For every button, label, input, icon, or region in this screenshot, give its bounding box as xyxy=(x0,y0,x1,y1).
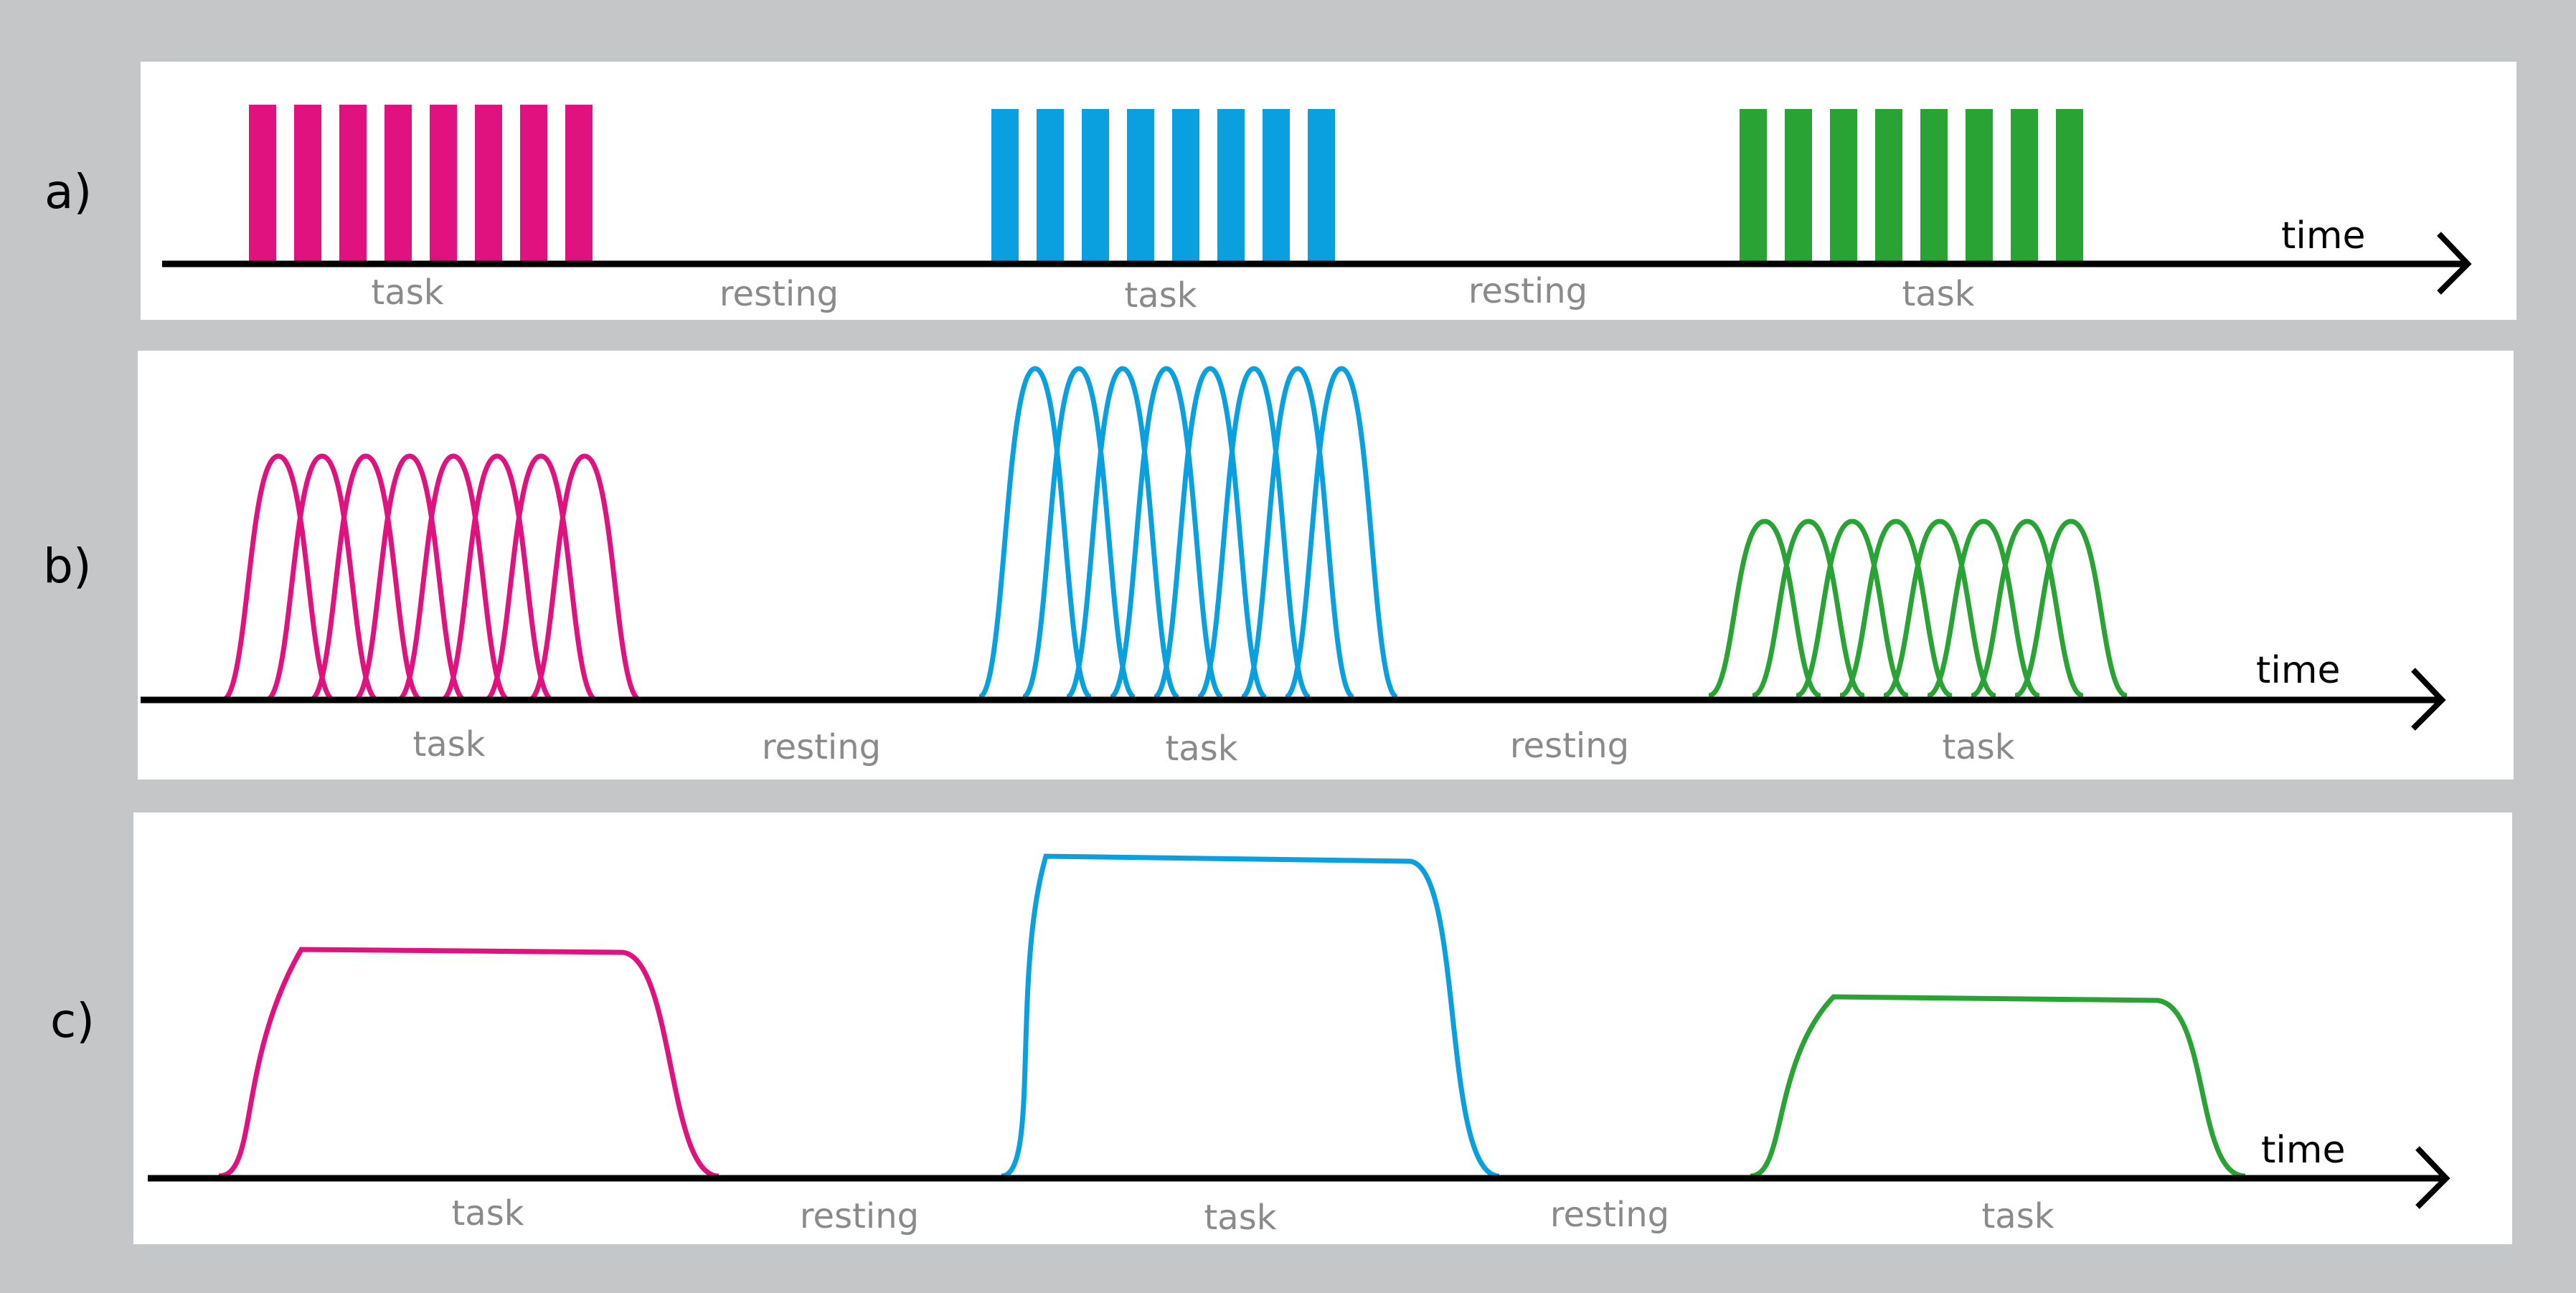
response-curve xyxy=(527,453,642,703)
summed-response-curve-2 xyxy=(1001,853,1500,1179)
stimulus-block-2 xyxy=(991,109,1335,264)
panel-b-phase-labels: task resting task resting task xyxy=(412,724,2014,769)
response-curve xyxy=(1022,366,1136,700)
stimulus-bar xyxy=(1082,109,1109,264)
stimulus-bar xyxy=(991,109,1019,264)
response-curve xyxy=(2014,518,2128,698)
stimulus-block-3 xyxy=(1740,109,2083,264)
response-curve xyxy=(1707,518,1822,698)
phase-label-resting-1: resting xyxy=(762,727,881,767)
stimulus-bar xyxy=(1740,109,1767,264)
stimulus-bar xyxy=(1172,109,1199,264)
phase-label-resting-2: resting xyxy=(1550,1195,1669,1235)
phase-label-task-2: task xyxy=(1165,729,1237,769)
panel-c: c) time task resting task resting task xyxy=(50,813,2512,1244)
stimulus-bar xyxy=(1127,109,1154,264)
stimulus-bar xyxy=(1263,109,1290,264)
stimulus-bar xyxy=(1037,109,1064,264)
phase-label-resting-2: resting xyxy=(1468,271,1587,311)
phase-label-task-2: task xyxy=(1204,1198,1276,1238)
panel-b-response-curves xyxy=(221,366,2128,703)
stimulus-bar xyxy=(2056,109,2083,264)
response-curve xyxy=(352,453,467,703)
panel-a-phase-labels: task resting task resting task xyxy=(371,271,1974,316)
panel-c-phase-labels: task resting task resting task xyxy=(451,1193,2054,1238)
stimulus-block-1 xyxy=(249,105,593,264)
phase-label-task-1: task xyxy=(451,1193,524,1233)
response-group-3 xyxy=(1707,518,2128,698)
stimulus-bar xyxy=(565,105,593,264)
time-axis-arrowhead xyxy=(2415,1146,2450,1209)
stimulus-bar xyxy=(1217,109,1245,264)
response-curve xyxy=(1795,518,1910,698)
stimulus-bar xyxy=(339,105,367,264)
phase-label-resting-1: resting xyxy=(800,1196,919,1236)
response-group-2 xyxy=(978,366,1399,700)
phase-label-task-3: task xyxy=(1981,1196,2054,1236)
response-curve xyxy=(1109,366,1224,700)
phase-label-task-3: task xyxy=(1902,274,1974,314)
panel-c-time-axis: time xyxy=(148,1129,2450,1209)
stimulus-bar xyxy=(475,105,502,264)
stimulus-bar xyxy=(520,105,547,264)
stimulus-bar xyxy=(1308,109,1335,264)
time-axis-label: time xyxy=(2261,1129,2345,1172)
panel-c-background xyxy=(133,813,2512,1244)
response-curve xyxy=(1284,366,1399,700)
panel-b-letter: b) xyxy=(43,539,92,594)
response-curve xyxy=(265,453,379,703)
stimulus-bar xyxy=(1966,109,1993,264)
response-curve xyxy=(1970,518,2085,698)
stimulus-bar xyxy=(1785,109,1812,264)
stimulus-bar xyxy=(249,105,276,264)
stimulus-bar xyxy=(430,105,457,264)
phase-label-task-2: task xyxy=(1124,275,1197,316)
summed-response-curve-3 xyxy=(1750,994,2246,1179)
response-curve xyxy=(1153,366,1268,700)
panel-a-time-axis: time xyxy=(162,214,2472,295)
response-curve xyxy=(1882,518,1997,698)
response-curve xyxy=(1839,518,1953,698)
phase-label-resting-2: resting xyxy=(1510,726,1629,766)
time-axis-label: time xyxy=(2256,649,2340,692)
response-curve xyxy=(1197,366,1311,700)
panel-a: a) xyxy=(44,62,2516,320)
panel-a-letter: a) xyxy=(44,164,92,219)
response-curve xyxy=(440,453,555,703)
panel-b-time-axis: time xyxy=(141,649,2446,731)
response-curve xyxy=(221,453,336,703)
stimulus-bar xyxy=(1830,109,1857,264)
phase-label-task-1: task xyxy=(412,724,485,764)
time-axis-arrowhead xyxy=(2411,668,2446,731)
response-curve xyxy=(978,366,1093,700)
panel-b: b) xyxy=(43,351,2514,780)
time-axis-arrowhead xyxy=(2437,232,2472,295)
stimulus-bar xyxy=(2011,109,2038,264)
panel-c-summed-responses xyxy=(218,853,2246,1179)
response-curve xyxy=(1065,366,1180,700)
stimulus-bar xyxy=(1920,109,1948,264)
response-curve xyxy=(1751,518,1866,698)
stimulus-bar xyxy=(294,105,321,264)
response-curve xyxy=(1926,518,2041,698)
panel-a-stimulus-blocks xyxy=(249,105,2083,264)
panel-c-letter: c) xyxy=(50,993,95,1048)
phase-label-resting-1: resting xyxy=(720,274,839,314)
stimulus-bar xyxy=(384,105,412,264)
response-curve xyxy=(308,453,423,703)
time-axis-label: time xyxy=(2281,214,2365,257)
response-group-1 xyxy=(221,453,642,703)
response-curve xyxy=(396,453,511,703)
response-curve xyxy=(483,453,598,703)
stimulus-bar xyxy=(1875,109,1902,264)
summed-response-curve-1 xyxy=(218,947,720,1179)
phase-label-task-1: task xyxy=(371,273,443,313)
response-curve xyxy=(1240,366,1355,700)
phase-label-task-3: task xyxy=(1942,727,2014,767)
